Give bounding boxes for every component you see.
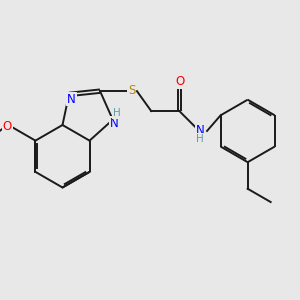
Text: H: H xyxy=(113,108,120,118)
Text: N: N xyxy=(110,117,119,130)
Text: O: O xyxy=(3,120,12,133)
Text: O: O xyxy=(175,75,184,88)
Text: S: S xyxy=(128,84,136,97)
Text: H: H xyxy=(196,134,204,144)
Text: N: N xyxy=(67,93,76,106)
Text: N: N xyxy=(196,124,204,137)
